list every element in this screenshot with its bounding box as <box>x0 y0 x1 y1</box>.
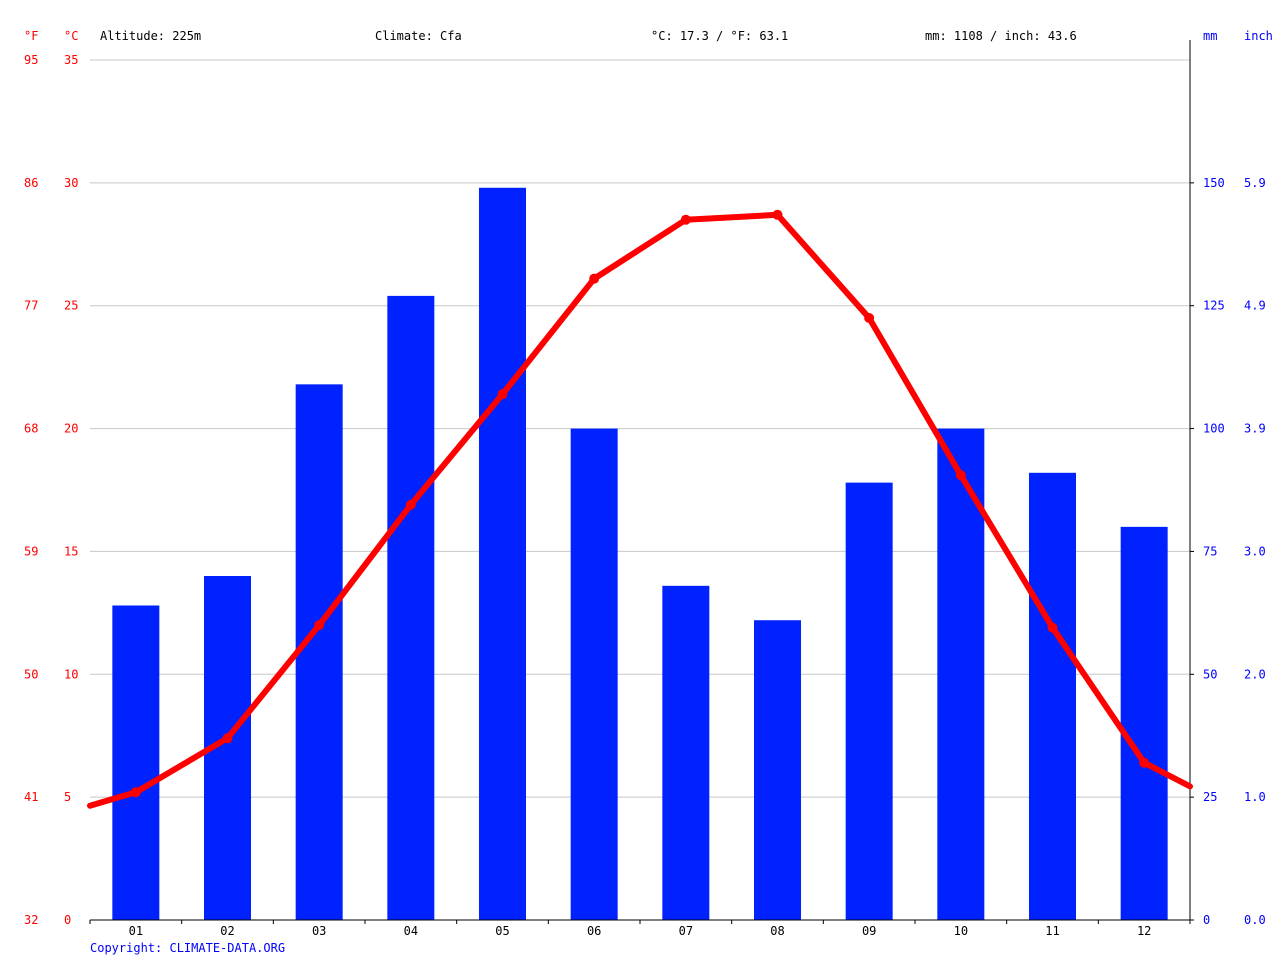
celsius-tick-label: 35 <box>64 53 78 67</box>
fahrenheit-tick-label: 50 <box>24 667 38 681</box>
temperature-point <box>1047 622 1058 633</box>
copyright-link[interactable]: Copyright: CLIMATE-DATA.ORG <box>90 941 285 955</box>
precipitation-bar <box>937 428 985 920</box>
climate-label: Climate: Cfa <box>375 29 462 43</box>
month-tick-label: 03 <box>312 924 326 938</box>
fahrenheit-tick-label: 95 <box>24 53 38 67</box>
precipitation-bar <box>570 428 618 920</box>
precipitation-summary: mm: 1108 / inch: 43.6 <box>925 29 1077 43</box>
mm-tick-label: 50 <box>1203 667 1217 681</box>
temperature-point <box>497 389 508 400</box>
precipitation-bar <box>662 585 710 920</box>
month-tick-label: 09 <box>862 924 876 938</box>
precipitation-bars <box>112 187 1168 920</box>
month-tick-label: 10 <box>954 924 968 938</box>
month-tick-label: 06 <box>587 924 601 938</box>
temperature-point <box>955 470 966 481</box>
grid-layer <box>90 59 1190 798</box>
precipitation-bar <box>295 384 343 920</box>
mm-tick-label: 150 <box>1203 176 1225 190</box>
mm-tick-label: 75 <box>1203 544 1217 558</box>
fahrenheit-tick-label: 68 <box>24 422 38 436</box>
mm-unit-label: mm <box>1203 29 1217 43</box>
temperature-point <box>864 313 875 323</box>
celsius-tick-label: 15 <box>64 544 78 558</box>
month-tick-label: 11 <box>1045 924 1059 938</box>
mm-tick-label: 0 <box>1203 913 1210 927</box>
temperature-point <box>405 499 416 510</box>
temperature-point <box>1139 757 1150 768</box>
fahrenheit-tick-label: 77 <box>24 299 38 313</box>
precipitation-bar <box>754 620 801 920</box>
temperature-point <box>130 787 141 798</box>
temperature-point <box>314 620 325 631</box>
fahrenheit-tick-label: 86 <box>24 176 38 190</box>
fahrenheit-tick-label: 41 <box>24 790 38 804</box>
inch-tick-label: 3.9 <box>1244 422 1266 436</box>
celsius-tick-label: 10 <box>64 667 78 681</box>
precipitation-bar <box>845 482 893 920</box>
axis-layer <box>89 40 1194 924</box>
inch-tick-label: 4.9 <box>1244 299 1266 313</box>
mm-tick-label: 125 <box>1203 299 1225 313</box>
inch-tick-label: 0.0 <box>1244 913 1266 927</box>
month-tick-label: 07 <box>679 924 693 938</box>
inch-tick-label: 3.0 <box>1244 544 1266 558</box>
celsius-tick-label: 5 <box>64 790 71 804</box>
tick-label-layer: 32 0 41 5 50 10 59 15 68 20 77 25 86 30 95 35 0 0.0 25 1.0 5… <box>24 53 1266 938</box>
temperature-point <box>680 214 691 225</box>
inch-tick-label: 5.9 <box>1244 176 1266 190</box>
fahrenheit-tick-label: 32 <box>24 913 38 927</box>
precipitation-bar <box>112 605 160 920</box>
mm-tick-label: 100 <box>1203 422 1225 436</box>
precipitation-bar <box>479 187 526 920</box>
precipitation-bar <box>1120 526 1168 920</box>
month-tick-label: 04 <box>404 924 418 938</box>
celsius-tick-label: 25 <box>64 299 78 313</box>
month-tick-label: 08 <box>770 924 784 938</box>
month-tick-label: 02 <box>220 924 234 938</box>
altitude-label: Altitude: 225m <box>100 29 201 43</box>
celsius-tick-label: 0 <box>64 913 71 927</box>
inch-tick-label: 1.0 <box>1244 790 1266 804</box>
precipitation-bar <box>1029 472 1076 920</box>
month-tick-label: 05 <box>495 924 509 938</box>
precipitation-bar <box>387 295 435 920</box>
temperature-summary: °C: 17.3 / °F: 63.1 <box>651 29 788 43</box>
celsius-tick-label: 30 <box>64 176 78 190</box>
temperature-line <box>87 211 1193 809</box>
temperature-point <box>589 273 600 284</box>
celsius-tick-label: 20 <box>64 422 78 436</box>
fahrenheit-tick-label: 59 <box>24 544 38 558</box>
temperature-point <box>222 733 233 744</box>
celsius-unit-label: °C <box>64 29 78 43</box>
inch-tick-label: 2.0 <box>1244 667 1266 681</box>
mm-tick-label: 25 <box>1203 790 1217 804</box>
month-tick-label: 01 <box>129 924 143 938</box>
temperature-point <box>772 209 783 220</box>
fahrenheit-unit-label: °F <box>24 29 38 43</box>
inch-unit-label: inch <box>1244 29 1273 43</box>
temperature-line-layer <box>87 209 1193 809</box>
month-tick-label: 12 <box>1137 924 1151 938</box>
